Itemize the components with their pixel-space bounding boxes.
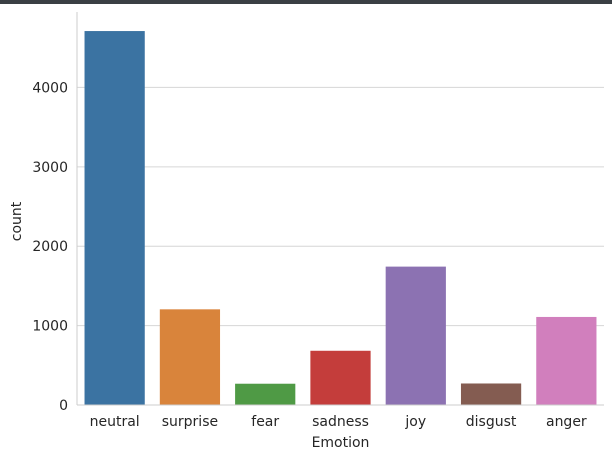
y-tick-label: 3000	[32, 160, 68, 176]
bar-disgust	[461, 383, 521, 405]
bar-neutral	[85, 31, 145, 405]
x-tick-label-fear: fear	[251, 414, 279, 430]
gridlines	[77, 87, 604, 325]
y-tick-labels: 0 1000 2000 3000 4000	[32, 80, 68, 414]
y-axis-label: count	[9, 201, 25, 241]
x-tick-label-disgust: disgust	[466, 414, 517, 430]
plot-frame	[77, 12, 604, 405]
bar-fear	[235, 384, 295, 405]
y-tick-label: 4000	[32, 80, 68, 96]
x-tick-labels: neutral surprise fear sadness joy disgust ange…	[90, 414, 587, 430]
x-tick-label-neutral: neutral	[90, 414, 140, 430]
y-tick-label: 0	[59, 398, 68, 414]
x-axis-label: Emotion	[312, 435, 370, 451]
bar-joy	[386, 267, 446, 405]
bar-surprise	[160, 309, 220, 405]
x-tick-label-sadness: sadness	[312, 414, 369, 430]
x-tick-label-joy: joy	[404, 414, 426, 430]
y-tick-label: 1000	[32, 319, 68, 335]
bar-anger	[536, 317, 596, 405]
bar-sadness	[310, 351, 370, 405]
x-tick-label-anger: anger	[546, 414, 587, 430]
x-tick-label-surprise: surprise	[162, 414, 218, 430]
y-tick-label: 2000	[32, 239, 68, 255]
